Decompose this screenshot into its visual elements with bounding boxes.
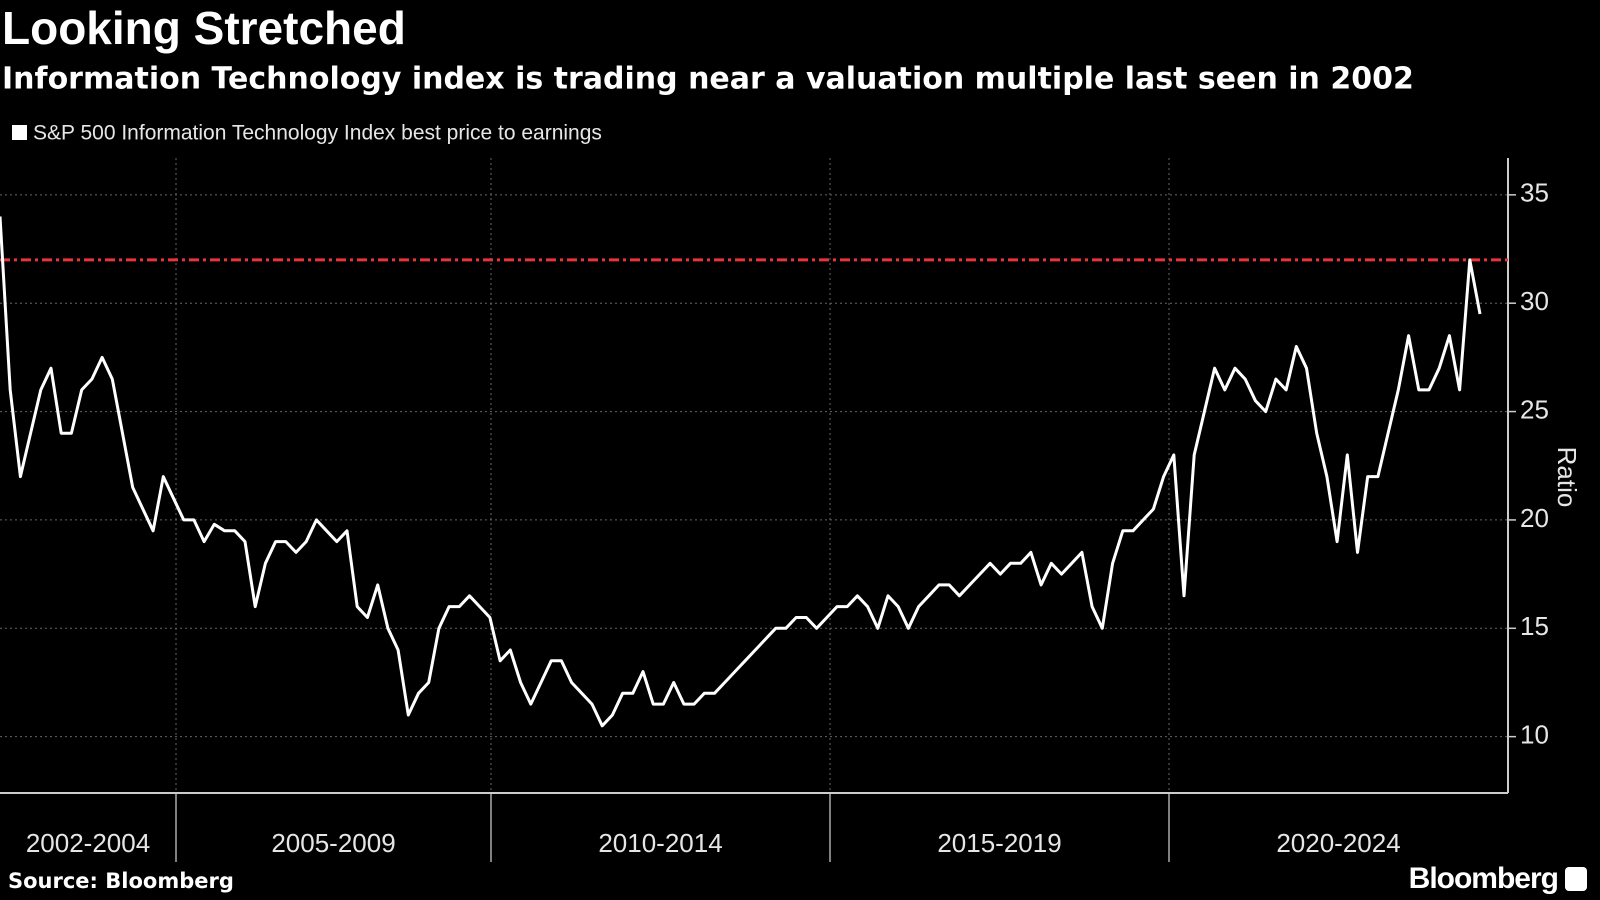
y-tick-label: 15 <box>1520 611 1549 641</box>
legend-swatch <box>12 125 27 140</box>
brand-icon <box>1565 867 1587 891</box>
y-tick-label: 25 <box>1520 394 1549 424</box>
x-tick-label: 2020-2024 <box>1276 828 1400 858</box>
y-tick-label: 35 <box>1520 178 1549 208</box>
data-line <box>0 216 1482 728</box>
y-tick-label: 30 <box>1520 286 1549 316</box>
y-tick-label: 20 <box>1520 503 1549 533</box>
x-tick-label: 2010-2014 <box>598 828 722 858</box>
y-axis-label: Ratio <box>1552 447 1582 508</box>
y-tick-label: 10 <box>1520 720 1549 750</box>
x-tick-label: 2015-2019 <box>937 828 1061 858</box>
source: Source: Bloomberg <box>8 869 234 893</box>
x-tick-label: 2002-2004 <box>26 828 150 858</box>
chart-subtitle: Information Technology index is trading … <box>2 62 1414 97</box>
brand: Bloomberg <box>1409 862 1558 895</box>
legend-label: S&P 500 Information Technology Index bes… <box>33 122 602 145</box>
x-tick-label: 2005-2009 <box>271 828 395 858</box>
chart-title: Looking Stretched <box>2 2 406 54</box>
